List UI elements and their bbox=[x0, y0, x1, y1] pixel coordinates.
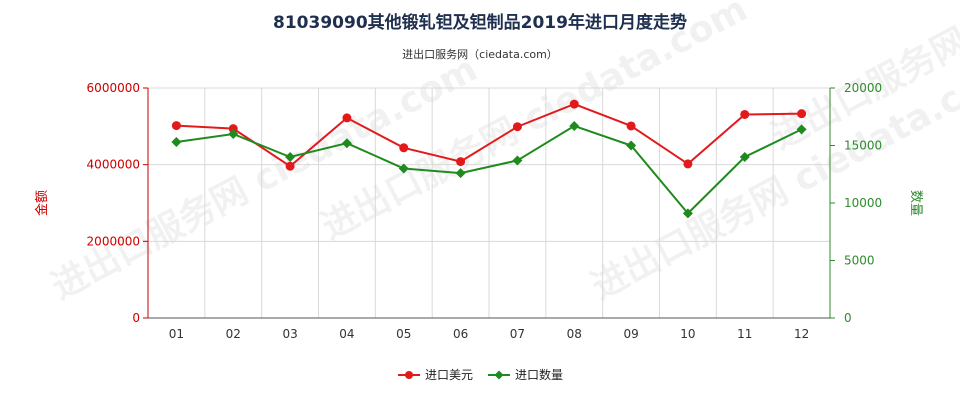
x-axis-tick-label: 06 bbox=[453, 327, 468, 341]
left-axis-label: 金额 bbox=[34, 190, 50, 216]
data-point-quantity bbox=[171, 137, 182, 148]
right-axis-tick-label: 15000 bbox=[844, 139, 882, 153]
data-point-amount bbox=[683, 159, 693, 169]
legend: 进口美元 进口数量 bbox=[398, 367, 563, 382]
data-point-amount bbox=[797, 109, 807, 119]
data-point-amount bbox=[740, 109, 750, 119]
x-axis-tick-label: 09 bbox=[623, 327, 638, 341]
x-axis-tick-label: 10 bbox=[680, 327, 695, 341]
data-point-amount bbox=[285, 161, 295, 171]
data-point-amount bbox=[399, 143, 409, 153]
x-axis-tick-label: 07 bbox=[510, 327, 525, 341]
left-axis-tick-label: 0 bbox=[132, 311, 140, 325]
data-point-quantity bbox=[682, 208, 693, 219]
x-axis-tick-label: 12 bbox=[794, 327, 809, 341]
grid-lines bbox=[147, 87, 831, 319]
left-axis-tick-label: 4000000 bbox=[87, 158, 140, 172]
legend-marker bbox=[405, 371, 413, 379]
x-axis-tick-label: 02 bbox=[226, 327, 241, 341]
data-point-quantity bbox=[512, 155, 523, 166]
legend-label: 进口美元 bbox=[425, 368, 473, 382]
data-point-amount bbox=[342, 113, 352, 123]
data-point-amount bbox=[228, 124, 238, 134]
data-point-quantity bbox=[398, 163, 409, 174]
data-point-amount bbox=[512, 122, 522, 132]
data-point-amount bbox=[626, 121, 636, 131]
legend-marker bbox=[494, 370, 504, 380]
series-line-quantity bbox=[176, 124, 803, 215]
data-point-quantity bbox=[626, 140, 637, 151]
series-layer bbox=[171, 99, 807, 219]
left-axis-tick-label: 6000000 bbox=[87, 81, 140, 95]
data-point-quantity bbox=[796, 124, 807, 135]
data-point-quantity bbox=[455, 168, 466, 179]
x-axis-tick-label: 04 bbox=[339, 327, 354, 341]
x-axis-tick-label: 03 bbox=[282, 327, 297, 341]
left-axis-tick-label: 2000000 bbox=[87, 234, 140, 248]
data-point-amount bbox=[456, 157, 466, 167]
x-axis-tick-label: 05 bbox=[396, 327, 411, 341]
right-axis-tick-label: 10000 bbox=[844, 196, 882, 210]
chart-subtitle: 进出口服务网（ciedata.com） bbox=[402, 48, 558, 61]
data-point-amount bbox=[171, 121, 181, 131]
axes: 0 2000000 4000000 6000000 金额 0 5000 10000 15000 2… bbox=[34, 81, 923, 341]
right-axis-tick-label: 20000 bbox=[844, 81, 882, 95]
x-axis-tick-label: 11 bbox=[737, 327, 752, 341]
data-point-quantity bbox=[228, 129, 239, 139]
x-axis-tick-label: 01 bbox=[169, 327, 184, 341]
data-point-quantity bbox=[739, 152, 750, 162]
right-axis-tick-label: 0 bbox=[844, 311, 852, 325]
data-point-quantity bbox=[341, 138, 352, 149]
data-point-amount bbox=[569, 99, 579, 109]
right-axis-label: 数量 bbox=[908, 190, 923, 216]
legend-label: 进口数量 bbox=[515, 367, 563, 382]
data-point-quantity bbox=[569, 120, 580, 131]
x-axis-tick-label: 08 bbox=[567, 327, 582, 341]
data-point-quantity bbox=[285, 152, 296, 162]
chart-title: 81039090其他锻轧钽及钽制品2019年进口月度走势 bbox=[273, 13, 687, 33]
right-axis-tick-label: 5000 bbox=[844, 254, 875, 268]
series-line-amount bbox=[176, 103, 802, 168]
